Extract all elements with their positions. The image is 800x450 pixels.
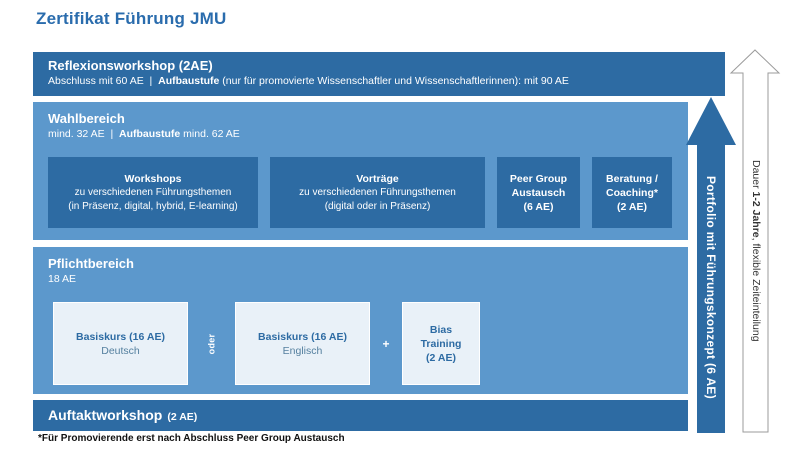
portfolio-arrow-label: Portfolio mit Führungskonzept (6 AE) xyxy=(704,175,718,399)
or-connector-label: oder xyxy=(206,333,217,354)
wahlbereich-box-peer-group: Peer Group Austausch (6 AE) xyxy=(497,157,580,228)
beratung-coaching-title: Beratung / Coaching* (2 AE) xyxy=(606,172,658,213)
workshops-title: Workshops xyxy=(124,173,182,185)
reflexionsworkshop-subtitle-bold: Aufbaustufe xyxy=(158,75,220,87)
auftaktworkshop-ae: (2 AE) xyxy=(167,411,198,423)
wahlbereich-box-row: Workshops zu verschiedenen Führungstheme… xyxy=(48,157,688,228)
bias-training-box: Bias Training (2 AE) xyxy=(402,302,480,385)
or-connector: oder xyxy=(188,302,235,385)
vortraege-description: zu verschiedenen Führungsthemen (digital… xyxy=(299,187,456,212)
wahlbereich-box-beratung-coaching: Beratung / Coaching* (2 AE) xyxy=(592,157,672,228)
vortraege-title: Vorträge xyxy=(356,173,399,185)
duration-arrow-label: Dauer 1-2 Jahre, flexible Zeiteinteilung xyxy=(743,75,768,427)
section-pflichtbereich: Pflichtbereich 18 AE Basiskurs (16 AE) D… xyxy=(33,247,688,394)
wahlbereich-box-workshops: Workshops zu verschiedenen Führungstheme… xyxy=(48,157,258,228)
wahlbereich-subtitle-post: mind. 62 AE xyxy=(180,128,240,140)
duration-label-pre: Dauer xyxy=(750,160,762,192)
course-box-englisch: Basiskurs (16 AE) Englisch xyxy=(235,302,370,385)
section-auftaktworkshop: Auftaktworkshop (2 AE) xyxy=(33,400,688,431)
footnote: *Für Promovierende erst nach Abschluss P… xyxy=(38,433,345,444)
course-deutsch-title: Basiskurs (16 AE) xyxy=(76,330,165,343)
pflichtbereich-title: Pflichtbereich xyxy=(48,256,134,271)
pflichtbereich-header: Pflichtbereich 18 AE xyxy=(48,256,688,286)
wahlbereich-subtitle-bold: Aufbaustufe xyxy=(119,128,181,140)
wahlbereich-subtitle: mind. 32 AE | Aufbaustufe mind. 62 AE xyxy=(48,127,688,141)
auftaktworkshop-title: Auftaktworkshop xyxy=(48,407,163,423)
peer-group-title: Peer Group Austausch (6 AE) xyxy=(509,172,568,213)
wahlbereich-subtitle-pre: mind. 32 AE | xyxy=(48,128,120,140)
reflexionsworkshop-title: Reflexionsworkshop (2AE) xyxy=(48,58,213,73)
duration-label-post: , flexible Zeiteinteilung xyxy=(750,237,762,342)
wahlbereich-box-vortraege: Vorträge zu verschiedenen Führungsthemen… xyxy=(270,157,485,228)
course-englisch-subtitle: Englisch xyxy=(282,344,323,357)
section-reflexionsworkshop: Reflexionsworkshop (2AE) Abschluss mit 6… xyxy=(33,52,725,96)
reflexionsworkshop-subtitle-post: (nur für promovierte Wissenschaftler und… xyxy=(219,75,569,87)
reflexionsworkshop-subtitle: Abschluss mit 60 AE | Aufbaustufe (nur f… xyxy=(48,74,715,88)
course-deutsch-subtitle: Deutsch xyxy=(101,344,140,357)
section-wahlbereich: Wahlbereich mind. 32 AE | Aufbaustufe mi… xyxy=(33,102,688,240)
pflichtbereich-box-row: Basiskurs (16 AE) Deutsch oder Basiskurs… xyxy=(53,302,688,385)
reflexionsworkshop-subtitle-pre: Abschluss mit 60 AE | xyxy=(48,75,159,87)
bias-training-title: Bias Training (2 AE) xyxy=(420,323,462,364)
duration-label-bold: 1-2 Jahre xyxy=(750,191,762,238)
wahlbereich-title: Wahlbereich xyxy=(48,111,125,126)
wahlbereich-header: Wahlbereich mind. 32 AE | Aufbaustufe mi… xyxy=(48,111,688,141)
course-box-deutsch: Basiskurs (16 AE) Deutsch xyxy=(53,302,188,385)
course-englisch-title: Basiskurs (16 AE) xyxy=(258,330,347,343)
plus-connector: + xyxy=(382,336,390,351)
page-title: Zertifikat Führung JMU xyxy=(36,9,227,28)
workshops-description: zu verschiedenen Führungsthemen (in Präs… xyxy=(68,187,238,212)
pflichtbereich-subtitle: 18 AE xyxy=(48,273,77,285)
